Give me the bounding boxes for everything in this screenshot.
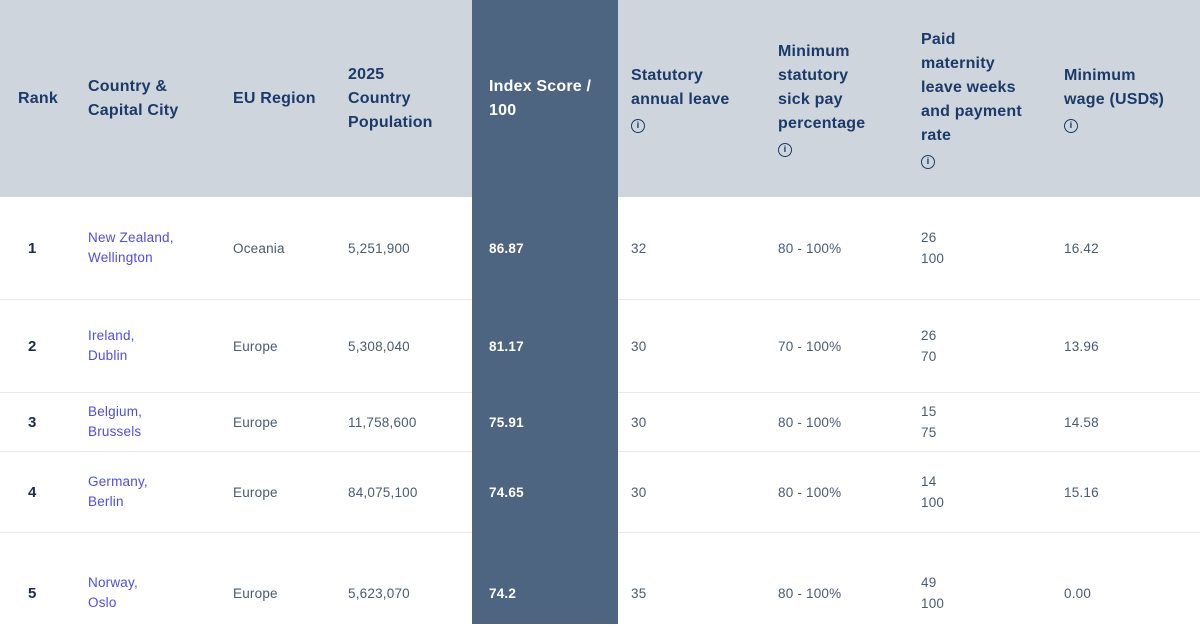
sick-pay-value: 80 - 100% xyxy=(778,585,842,601)
header-region-label: EU Region xyxy=(233,89,316,107)
header-country-label: Country & Capital City xyxy=(88,77,179,119)
country-cell: Ireland, Dublin xyxy=(88,300,233,393)
min-wage-value: 14.58 xyxy=(1051,393,1200,452)
info-icon[interactable]: i xyxy=(778,143,792,157)
index-score-value: 75.91 xyxy=(489,415,524,430)
maternity-value: 49 100 xyxy=(921,575,945,611)
table-body: 1 New Zealand, Wellington Oceania 5,251,… xyxy=(0,197,1200,628)
header-sick-pay-label: Minimum statutory sick pay percentage xyxy=(778,43,866,132)
table-header-row: Rank Country & Capital City EU Region 20… xyxy=(0,0,1200,197)
info-icon[interactable]: i xyxy=(1064,119,1078,133)
header-min-wage: Minimum wage (USD$) i xyxy=(1051,0,1200,197)
country-link[interactable]: Germany, Berlin xyxy=(88,474,148,509)
index-score-value: 86.87 xyxy=(489,241,524,256)
population-value: 5,251,900 xyxy=(348,197,472,300)
maternity-value: 26 100 xyxy=(908,197,1051,300)
population-value: 5,623,070 xyxy=(348,585,410,601)
sick-pay-value: 70 - 100% xyxy=(765,300,908,393)
index-score-value: 74.2 xyxy=(489,585,517,601)
table-row: 2 Ireland, Dublin Europe 5,308,040 81.17… xyxy=(0,300,1200,393)
header-rank-label: Rank xyxy=(18,89,58,107)
country-cell: Norway, Oslo xyxy=(88,533,233,628)
header-maternity: Paid maternity leave weeks and payment r… xyxy=(908,0,1051,197)
population-value: 84,075,100 xyxy=(348,452,472,533)
population-value: 5,308,040 xyxy=(348,300,472,393)
country-link[interactable]: Ireland, Dublin xyxy=(88,328,135,363)
index-score-value: 81.17 xyxy=(489,339,524,354)
min-wage-value: 16.42 xyxy=(1051,197,1200,300)
population-value: 11,758,600 xyxy=(348,393,472,452)
min-wage-value: 13.96 xyxy=(1051,300,1200,393)
min-wage-value: 0.00 xyxy=(1064,585,1092,601)
rank-value: 1 xyxy=(0,197,88,300)
maternity-value: 15 75 xyxy=(908,393,1051,452)
maternity-value: 26 70 xyxy=(908,300,1051,393)
header-index-score: Index Score / 100 xyxy=(472,0,618,197)
sick-pay-value: 80 - 100% xyxy=(765,197,908,300)
country-cell: Germany, Berlin xyxy=(88,452,233,533)
sick-pay-value: 80 - 100% xyxy=(765,393,908,452)
index-score-column-highlight xyxy=(472,0,618,624)
country-cell: Belgium, Brussels xyxy=(88,393,233,452)
info-icon[interactable]: i xyxy=(631,119,645,133)
header-population: 2025 Country Population xyxy=(348,0,472,197)
header-annual-leave-label: Statutory annual leave xyxy=(631,67,730,108)
country-link[interactable]: New Zealand, Wellington xyxy=(88,230,174,265)
country-link[interactable]: Belgium, Brussels xyxy=(88,404,143,439)
country-cell: New Zealand, Wellington xyxy=(88,197,233,300)
region-value: Europe xyxy=(233,393,348,452)
min-wage-value: 15.16 xyxy=(1051,452,1200,533)
annual-leave-value: 30 xyxy=(618,300,765,393)
header-population-label: 2025 Country Population xyxy=(348,65,433,131)
rank-value: 3 xyxy=(0,393,88,452)
header-maternity-label: Paid maternity leave weeks and payment r… xyxy=(921,31,1022,144)
header-country-capital: Country & Capital City xyxy=(88,0,233,197)
header-rank: Rank xyxy=(0,0,88,197)
rank-value: 5 xyxy=(28,584,37,602)
header-index-label: Index Score / 100 xyxy=(489,77,592,119)
region-value: Oceania xyxy=(233,197,348,300)
region-value: Europe xyxy=(233,585,278,601)
annual-leave-value: 30 xyxy=(618,452,765,533)
table-row: 4 Germany, Berlin Europe 84,075,100 74.6… xyxy=(0,452,1200,533)
annual-leave-value: 32 xyxy=(618,197,765,300)
index-score-value: 74.65 xyxy=(489,485,524,500)
sick-pay-value: 80 - 100% xyxy=(765,452,908,533)
header-eu-region: EU Region xyxy=(233,0,348,197)
table-row: 3 Belgium, Brussels Europe 11,758,600 75… xyxy=(0,393,1200,452)
info-icon[interactable]: i xyxy=(921,155,935,169)
country-link[interactable]: Norway, Oslo xyxy=(88,575,138,610)
rank-value: 4 xyxy=(0,452,88,533)
maternity-value: 14 100 xyxy=(908,452,1051,533)
header-min-wage-label: Minimum wage (USD$) xyxy=(1064,67,1164,108)
region-value: Europe xyxy=(233,452,348,533)
rank-value: 2 xyxy=(0,300,88,393)
header-annual-leave: Statutory annual leave i xyxy=(618,0,765,197)
region-value: Europe xyxy=(233,300,348,393)
annual-leave-value: 35 xyxy=(631,585,647,601)
header-sick-pay: Minimum statutory sick pay percentage i xyxy=(765,0,908,197)
table-row: 5 Norway, Oslo Europe 5,623,070 74.2 35 … xyxy=(0,533,1200,628)
table-row: 1 New Zealand, Wellington Oceania 5,251,… xyxy=(0,197,1200,300)
annual-leave-value: 30 xyxy=(618,393,765,452)
